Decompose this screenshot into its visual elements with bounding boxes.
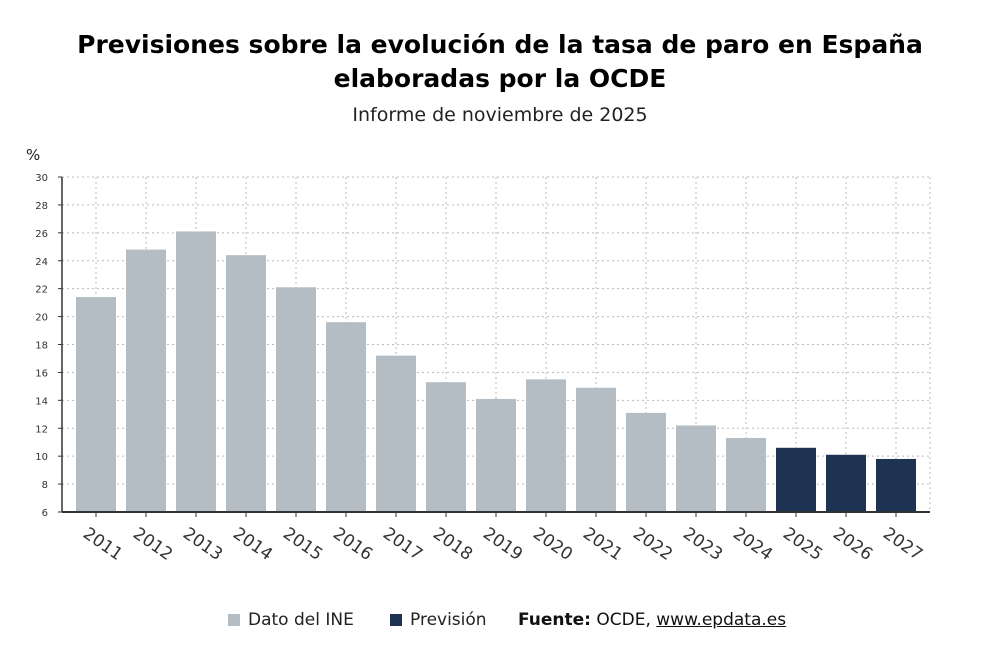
x-tick-label: 2017 [379, 524, 426, 565]
source-link[interactable]: www.epdata.es [656, 610, 787, 630]
source-label: Fuente: [518, 610, 591, 630]
y-tick-label: 6 [42, 508, 48, 519]
y-tick-label: 14 [35, 396, 48, 407]
bar-2025 [776, 447, 816, 512]
bar-2020 [526, 379, 566, 512]
x-tick-label: 2014 [229, 524, 276, 565]
y-tick-label: 22 [35, 285, 48, 296]
x-tick-label: 2026 [829, 524, 876, 565]
bar-2018 [426, 382, 466, 512]
x-tick-label: 2019 [479, 524, 526, 565]
bar-2024 [726, 438, 766, 512]
bar-2014 [226, 255, 266, 512]
chart-title: Previsiones sobre la evolución de la tas… [77, 30, 923, 93]
bar-2015 [276, 287, 316, 512]
bar-2019 [476, 398, 516, 512]
x-tick-label: 2022 [629, 524, 676, 565]
legend-swatch-prevision [390, 614, 402, 626]
y-tick-label: 30 [35, 173, 48, 184]
bar-2021 [576, 387, 616, 512]
y-axis-unit: % [26, 146, 41, 164]
bar-2027 [876, 458, 916, 512]
bar-2013 [176, 231, 216, 512]
x-tick-label: 2021 [579, 524, 626, 565]
bar-2023 [676, 425, 716, 512]
bar-2012 [126, 249, 166, 513]
bar-2016 [326, 322, 366, 512]
y-tick-label: 18 [35, 341, 48, 352]
source-text: OCDE, [596, 610, 651, 630]
bar-2011 [76, 297, 116, 512]
legend-item-prevision: Previsión [390, 610, 487, 630]
legend-label-prevision: Previsión [410, 610, 487, 630]
x-tick-label: 2011 [79, 524, 126, 565]
x-tick-label: 2024 [729, 524, 776, 565]
y-tick-label: 24 [35, 257, 48, 268]
source-note: Fuente: OCDE, www.epdata.es [518, 610, 786, 630]
y-tick-label: 12 [35, 424, 48, 435]
y-tick-label: 16 [35, 368, 48, 379]
bar-2022 [626, 412, 666, 512]
bar-2017 [376, 355, 416, 512]
x-tick-label: 2027 [879, 524, 926, 565]
x-tick-label: 2025 [779, 524, 826, 565]
x-tick-label: 2015 [279, 524, 326, 565]
x-tick-label: 2013 [179, 524, 226, 565]
legend-label-ine: Dato del INE [248, 610, 354, 630]
legend-swatch-ine [228, 614, 240, 626]
y-tick-label: 8 [42, 480, 48, 491]
legend-item-ine: Dato del INE [228, 610, 354, 630]
x-tick-label: 2012 [129, 524, 176, 565]
x-tick-label: 2016 [329, 524, 376, 565]
chart-subtitle: Informe de noviembre de 2025 [352, 104, 648, 126]
x-tick-label: 2020 [529, 524, 576, 565]
y-tick-label: 26 [35, 229, 48, 240]
y-tick-label: 28 [35, 201, 48, 212]
y-tick-label: 20 [35, 313, 48, 324]
bar-2026 [826, 454, 866, 512]
y-tick-label: 10 [35, 452, 48, 463]
x-tick-label: 2023 [679, 524, 726, 565]
x-tick-label: 2018 [429, 524, 476, 565]
